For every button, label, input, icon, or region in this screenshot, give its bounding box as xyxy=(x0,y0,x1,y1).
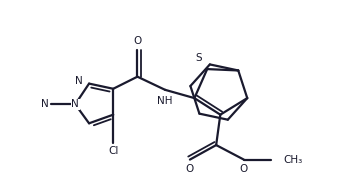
Text: O: O xyxy=(133,36,142,46)
Text: NH: NH xyxy=(157,96,173,106)
Text: Cl: Cl xyxy=(108,146,118,156)
Text: O: O xyxy=(240,164,248,174)
Text: N: N xyxy=(71,99,79,109)
Text: S: S xyxy=(195,53,202,63)
Text: N: N xyxy=(40,99,48,109)
Text: N: N xyxy=(71,99,79,109)
Text: CH₃: CH₃ xyxy=(283,155,303,165)
Text: N: N xyxy=(75,76,83,86)
Text: O: O xyxy=(186,164,194,174)
